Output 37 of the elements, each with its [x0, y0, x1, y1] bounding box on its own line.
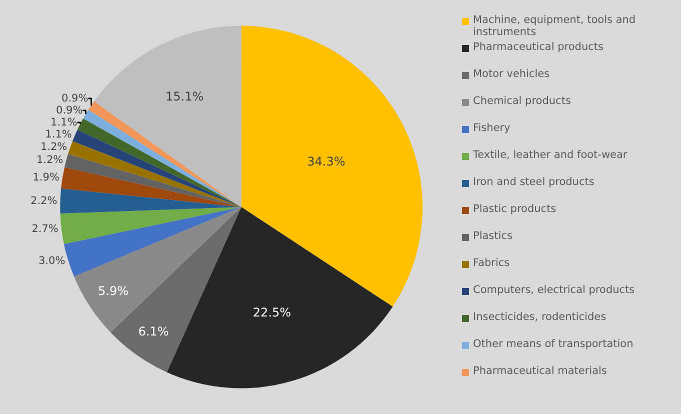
pie-slice [68, 141, 242, 207]
legend-label: Insecticides, rodenticides [473, 311, 606, 323]
data-label: 3.0% [38, 255, 66, 268]
pie-slice [166, 207, 393, 388]
data-label: 0.9% [62, 92, 88, 104]
data-label: 34.3% [307, 154, 346, 168]
data-label: 6.1% [138, 324, 169, 338]
data-label: 1.2% [36, 154, 64, 166]
legend-label: Plastics [473, 230, 512, 242]
legend-label: Pharmaceutical materials [473, 365, 607, 377]
pie-slice [241, 26, 422, 307]
legend-label: Fabrics [473, 257, 510, 269]
legend-label: Machine, equipment, tools and instruments [473, 14, 637, 38]
data-label: 2.7% [32, 222, 58, 235]
pie-slice [94, 26, 242, 207]
pie-slice [60, 188, 242, 214]
legend-label: Textile, leather and foot-wear [473, 149, 628, 161]
pie-slice [61, 167, 242, 207]
legend-label: Fishery [473, 122, 510, 134]
pie-slice [60, 207, 242, 244]
data-label: 22.5% [252, 306, 292, 320]
legend-label: Chemical products [473, 95, 571, 107]
legend-label: Computers, electrical products [473, 284, 635, 296]
legend-label: Pharmaceutical products [473, 41, 604, 53]
data-label: 1.1% [45, 128, 72, 140]
data-label: 0.9% [56, 104, 83, 116]
legend-label: Plastic products [473, 203, 556, 215]
data-label: 15.1% [165, 89, 204, 104]
data-label: 1.1% [50, 116, 78, 128]
data-label: 1.9% [32, 172, 60, 184]
legend-label: Other means of transportation [473, 338, 634, 350]
legend-label: Motor vehicles [473, 68, 550, 80]
data-label: 1.2% [40, 140, 68, 153]
pie-slice [64, 207, 242, 277]
legend-label: Iron and steel products [473, 176, 594, 188]
data-label: 5.9% [98, 284, 128, 298]
data-label: 2.2% [30, 195, 58, 208]
